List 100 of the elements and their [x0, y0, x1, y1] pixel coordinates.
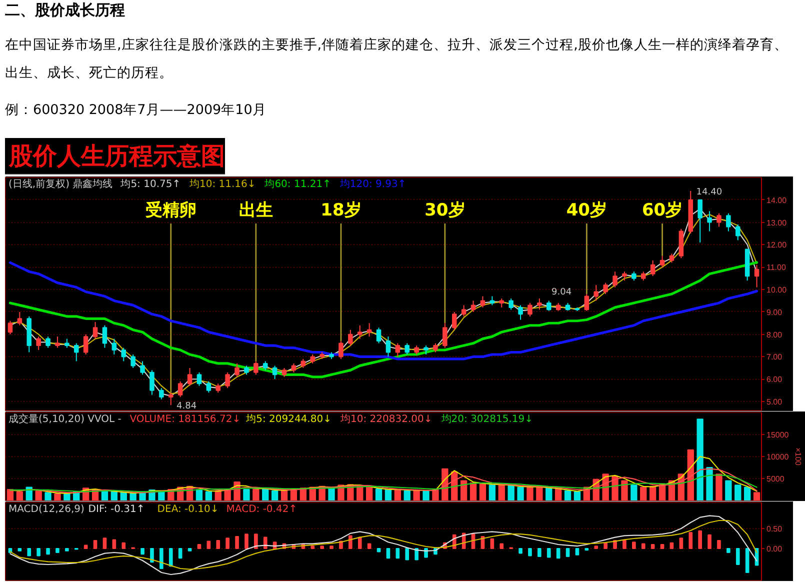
- bar: [528, 548, 532, 556]
- candlestick: [254, 360, 258, 376]
- candlestick: [386, 336, 391, 358]
- legend-title: (日线,前复权) 鼎鑫均线: [8, 178, 113, 190]
- candlestick: [404, 342, 410, 355]
- bar: [734, 484, 742, 500]
- candlestick: [716, 212, 722, 228]
- text: 均120: 9.93↑: [338, 178, 406, 190]
- candlestick: [234, 362, 240, 378]
- bar: [197, 544, 202, 549]
- text: VOLUME: 181156.72↓: [130, 414, 241, 425]
- candlestick: [168, 392, 174, 406]
- bar: [479, 483, 486, 500]
- y-tick-label: 12.00: [766, 240, 788, 250]
- bar: [64, 492, 70, 500]
- text: 14.40: [696, 187, 722, 198]
- candlestick: [206, 380, 212, 394]
- bar: [726, 548, 730, 553]
- text: 均5: 209244.80↓: [245, 413, 332, 425]
- candlestick: [74, 342, 79, 362]
- bar: [396, 548, 400, 559]
- candlestick: [470, 300, 476, 312]
- candlestick: [546, 300, 552, 312]
- bar: [394, 489, 402, 500]
- bar: [140, 548, 144, 555]
- bar: [205, 491, 212, 500]
- bar: [404, 490, 410, 500]
- bar: [150, 548, 154, 563]
- bar: [112, 539, 116, 549]
- candlestick: [594, 284, 599, 302]
- bar: [375, 488, 382, 500]
- candlestick: [698, 199, 702, 243]
- candlestick: [140, 360, 145, 376]
- line-series: [10, 520, 758, 570]
- bar: [235, 536, 239, 549]
- bar: [226, 538, 230, 549]
- bar: [708, 534, 712, 549]
- bar: [574, 491, 581, 500]
- bar: [744, 486, 751, 500]
- bar: [621, 480, 628, 500]
- legend-title: 成交量(5,10,20) VVOL -: [8, 413, 122, 425]
- bar: [688, 532, 693, 549]
- candlestick: [357, 324, 362, 340]
- bar: [696, 418, 704, 500]
- bar: [490, 538, 494, 549]
- text: 均20: 302815.19↓: [440, 413, 534, 425]
- candlestick: [735, 224, 740, 241]
- bar: [687, 449, 694, 500]
- candlestick: [159, 388, 164, 400]
- bar: [422, 490, 430, 500]
- candlestick: [272, 365, 278, 380]
- bar: [93, 540, 98, 549]
- bar: [110, 491, 118, 500]
- candlestick: [130, 354, 136, 368]
- candlestick: [8, 320, 13, 335]
- y-axis-title: ×100: [794, 447, 803, 466]
- line-series: [8, 261, 758, 378]
- bar: [460, 480, 468, 500]
- candlestick: [612, 271, 618, 288]
- candlestick: [442, 322, 448, 348]
- bar: [310, 546, 315, 549]
- bar: [56, 548, 60, 553]
- bar: [271, 490, 278, 500]
- line-series: [10, 515, 758, 576]
- y-tick-label: 8.00: [766, 330, 783, 340]
- bar: [745, 548, 750, 573]
- bar: [376, 548, 381, 552]
- bar: [320, 546, 324, 549]
- bar: [594, 546, 598, 549]
- bar: [84, 544, 88, 549]
- candlestick: [603, 282, 608, 294]
- candlestick: [461, 304, 466, 317]
- bar: [328, 488, 335, 500]
- bar: [716, 474, 722, 500]
- bar: [500, 543, 504, 549]
- bar: [706, 467, 713, 500]
- bar: [546, 548, 551, 558]
- bar: [18, 548, 22, 552]
- candlestick: [92, 322, 98, 340]
- bar: [414, 548, 418, 560]
- bar: [168, 548, 173, 567]
- candlestick: [754, 264, 760, 288]
- candlestick: [225, 372, 230, 389]
- bar: [44, 492, 52, 500]
- text: 均10: 11.16↓: [188, 178, 256, 190]
- bar: [554, 488, 562, 500]
- candlestick: [348, 329, 353, 346]
- candlestick: [584, 294, 590, 312]
- candlestick: [528, 302, 532, 317]
- candlestick: [112, 338, 117, 355]
- legend-title: MACD(12,26,9): [8, 504, 85, 515]
- bar: [206, 540, 211, 549]
- bar: [432, 489, 439, 500]
- x-tick-label: 60岁: [642, 200, 683, 220]
- x-tick-label: 受精卵: [145, 200, 196, 220]
- bar: [660, 544, 664, 549]
- bar: [630, 484, 638, 500]
- bar: [538, 548, 542, 557]
- candlestick: [338, 340, 344, 360]
- candlestick: [83, 334, 88, 355]
